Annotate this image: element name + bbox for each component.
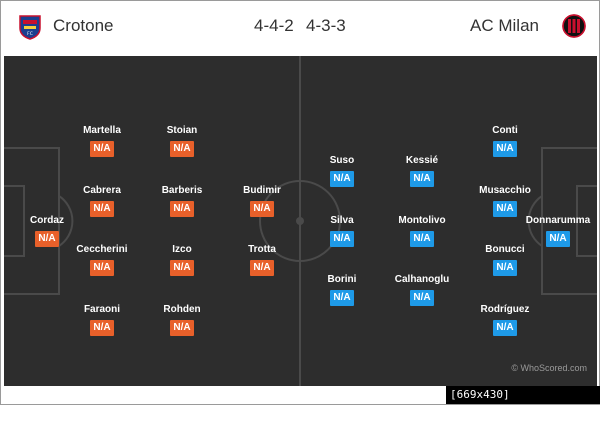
player-rating: N/A — [493, 320, 517, 336]
player-rating: N/A — [330, 231, 354, 247]
player-name: Donnarumma — [525, 215, 591, 226]
player-name: Borini — [327, 274, 357, 285]
player-name: Rohden — [163, 304, 201, 315]
player-rating: N/A — [170, 141, 194, 157]
player-name: Rodríguez — [480, 304, 530, 315]
away-player-conti[interactable]: Conti N/A — [465, 125, 545, 157]
player-rating: N/A — [90, 201, 114, 217]
home-player-faraoni[interactable]: Faraoni N/A — [62, 304, 142, 336]
player-name: Faraoni — [83, 304, 121, 315]
away-team-name[interactable]: AC Milan — [470, 16, 539, 35]
player-rating: N/A — [410, 290, 434, 306]
player-name: Trotta — [248, 244, 276, 255]
match-header: FC Crotone 4-4-2 4-3-3 AC Milan — [1, 1, 600, 55]
player-name: Musacchio — [479, 185, 531, 196]
player-rating: N/A — [410, 231, 434, 247]
whoscored-credit[interactable]: © WhoScored.com — [511, 363, 587, 373]
home-player-rohden[interactable]: Rohden N/A — [142, 304, 222, 336]
player-rating: N/A — [170, 320, 194, 336]
home-team-name[interactable]: Crotone — [53, 16, 114, 35]
player-rating: N/A — [35, 231, 59, 247]
player-rating: N/A — [493, 201, 517, 217]
player-rating: N/A — [90, 141, 114, 157]
home-player-trotta[interactable]: Trotta N/A — [222, 244, 302, 276]
player-name: Barberis — [161, 185, 203, 196]
player-rating: N/A — [90, 320, 114, 336]
away-formation: 4-3-3 — [306, 16, 346, 35]
svg-text:FC: FC — [27, 31, 33, 37]
player-name: Silva — [330, 215, 354, 226]
away-player-donnarumma[interactable]: Donnarumma N/A — [518, 215, 597, 247]
player-rating: N/A — [330, 171, 354, 187]
player-name: Kessié — [405, 155, 439, 166]
image-caption[interactable]: [669x430] https://upic.me/ — [446, 386, 600, 419]
home-player-budimir[interactable]: Budimir N/A — [222, 185, 302, 217]
player-name: Calhanoglu — [394, 274, 450, 285]
player-rating: N/A — [170, 201, 194, 217]
player-rating: N/A — [250, 260, 274, 276]
home-player-cabrera[interactable]: Cabrera N/A — [62, 185, 142, 217]
player-name: Cordaz — [30, 215, 64, 226]
player-name: Budimir — [243, 185, 281, 196]
player-rating: N/A — [90, 260, 114, 276]
lineup-widget: FC Crotone 4-4-2 4-3-3 AC Milan — [0, 0, 600, 405]
player-name: Ceccherini — [76, 244, 128, 255]
home-player-martella[interactable]: Martella N/A — [62, 125, 142, 157]
away-player-borini[interactable]: Borini N/A — [302, 274, 382, 306]
player-name: Izco — [172, 244, 192, 255]
home-player-barberis[interactable]: Barberis N/A — [142, 185, 222, 217]
pitch: Cordaz N/A Martella N/A Cabrera N/A Cecc… — [4, 56, 597, 386]
player-name: Conti — [492, 125, 518, 136]
away-player-musacchio[interactable]: Musacchio N/A — [465, 185, 545, 217]
away-player-montolivo[interactable]: Montolivo N/A — [382, 215, 462, 247]
home-player-izco[interactable]: Izco N/A — [142, 244, 222, 276]
away-player-silva[interactable]: Silva N/A — [302, 215, 382, 247]
player-rating: N/A — [170, 260, 194, 276]
away-player-suso[interactable]: Suso N/A — [302, 155, 382, 187]
player-name: Cabrera — [83, 185, 121, 196]
player-rating: N/A — [330, 290, 354, 306]
player-rating: N/A — [493, 141, 517, 157]
home-formation: 4-4-2 — [254, 16, 294, 35]
player-rating: N/A — [546, 231, 570, 247]
player-name: Bonucci — [485, 244, 525, 255]
away-player-bonucci[interactable]: Bonucci N/A — [465, 244, 545, 276]
player-name: Stoian — [166, 125, 198, 136]
player-rating: N/A — [250, 201, 274, 217]
player-name: Suso — [329, 155, 355, 166]
player-rating: N/A — [410, 171, 434, 187]
crotone-crest-icon: FC — [19, 15, 41, 40]
away-player-calhanoglu[interactable]: Calhanoglu N/A — [382, 274, 462, 306]
pitch-markings — [4, 56, 597, 386]
away-player-kessie[interactable]: Kessié N/A — [382, 155, 462, 187]
home-player-stoian[interactable]: Stoian N/A — [142, 125, 222, 157]
ac-milan-crest-icon — [562, 14, 586, 38]
home-player-ceccherini[interactable]: Ceccherini N/A — [62, 244, 142, 276]
player-name: Montolivo — [398, 215, 446, 226]
away-player-rodriguez[interactable]: Rodríguez N/A — [465, 304, 545, 336]
player-rating: N/A — [493, 260, 517, 276]
home-player-cordaz[interactable]: Cordaz N/A — [7, 215, 87, 247]
player-name: Martella — [83, 125, 121, 136]
